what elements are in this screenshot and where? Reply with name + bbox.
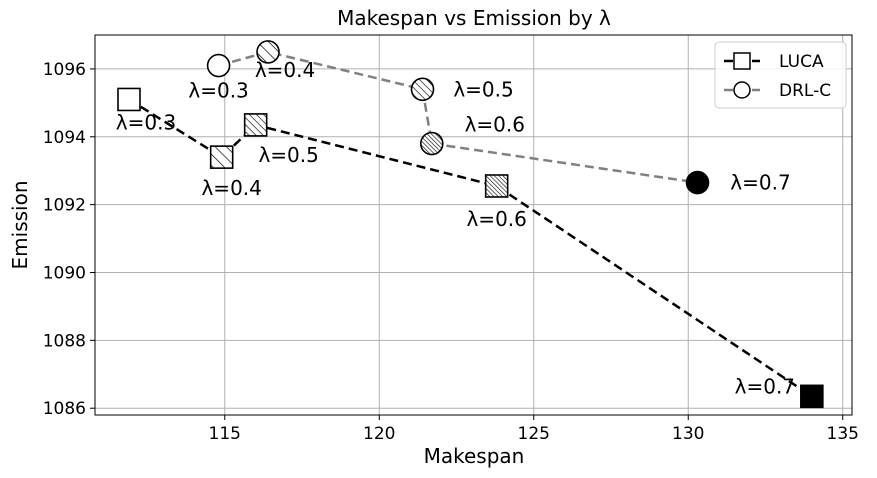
luca-square-marker xyxy=(117,87,141,112)
y-tick-label: 1090 xyxy=(43,264,86,284)
lambda-label: λ=0.7 xyxy=(735,374,795,398)
x-tick-label: 120 xyxy=(363,424,395,444)
x-tick-label: 135 xyxy=(827,424,859,444)
data-markers xyxy=(117,40,824,409)
y-tick-label: 1092 xyxy=(43,196,86,216)
drlc-circle-marker xyxy=(419,131,444,156)
x-axis-label: Makespan xyxy=(424,444,525,468)
lambda-label: λ=0.6 xyxy=(466,207,526,231)
x-tick-label: 115 xyxy=(209,424,241,444)
drlc-circle-marker xyxy=(685,170,710,195)
x-tick-label: 125 xyxy=(518,424,550,444)
y-tick-label: 1086 xyxy=(43,399,86,419)
luca-square-marker xyxy=(484,174,509,198)
point-labels: λ=0.3 λ=0.4 λ=0.5 λ=0.6 λ=0.7 λ=0.3 λ=0.4 λ=0.5… xyxy=(116,58,795,398)
drlc-circle-marker xyxy=(256,40,280,64)
lambda-label: λ=0.7 xyxy=(730,171,790,195)
legend-label: DRL-C xyxy=(779,81,831,101)
lambda-label: λ=0.4 xyxy=(201,176,261,200)
y-tick-label: 1096 xyxy=(43,60,86,80)
lambda-label: λ=0.3 xyxy=(188,79,248,103)
series-line-luca xyxy=(128,98,813,398)
lambda-label: λ=0.4 xyxy=(255,58,315,82)
lambda-label: λ=0.6 xyxy=(465,113,525,137)
legend-circle-icon xyxy=(733,81,751,99)
axis-ticks: 115 120 125 130 135 1086 1088 1090 1092 1094 1096 xyxy=(43,60,859,444)
legend: LUCA DRL-C xyxy=(714,41,847,109)
y-tick-label: 1088 xyxy=(43,331,86,351)
lambda-label: λ=0.5 xyxy=(453,77,513,101)
luca-square-marker xyxy=(243,113,268,137)
plot-frame xyxy=(94,34,853,416)
drlc-circle-marker xyxy=(410,77,435,102)
y-axis-label: Emission xyxy=(8,181,32,270)
chart-title: Makespan vs Emission by λ xyxy=(337,6,611,30)
drlc-circle-marker xyxy=(206,53,231,78)
y-tick-label: 1094 xyxy=(43,128,86,148)
luca-square-marker xyxy=(209,145,234,169)
lambda-label: λ=0.5 xyxy=(258,143,318,167)
x-tick-label: 130 xyxy=(672,424,704,444)
legend-square-icon xyxy=(733,52,751,70)
lambda-label: λ=0.3 xyxy=(116,110,176,134)
luca-square-marker xyxy=(800,384,824,409)
legend-label: LUCA xyxy=(779,52,824,72)
